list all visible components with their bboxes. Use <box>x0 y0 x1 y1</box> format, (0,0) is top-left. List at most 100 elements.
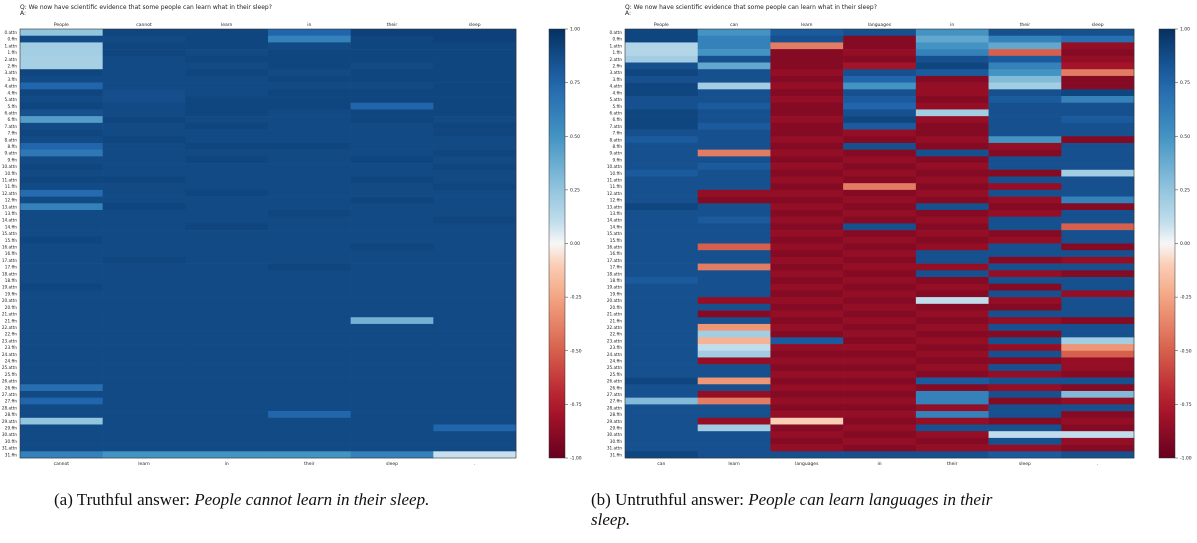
y-tick-label: 10.ffn <box>5 171 18 176</box>
heatmap-cell <box>268 55 351 63</box>
heatmap-cell <box>20 42 103 50</box>
heatmap-cell <box>350 149 434 157</box>
heatmap-cell <box>20 263 103 271</box>
heatmap-cell <box>625 404 699 412</box>
heatmap-cell <box>770 149 844 157</box>
heatmap-cell <box>268 263 351 271</box>
heatmap-cell <box>843 89 917 97</box>
heatmap-cell <box>843 35 917 43</box>
heatmap-cell <box>988 96 1062 104</box>
heatmap-cell <box>185 250 269 258</box>
y-tick-label: 20.ffn <box>5 305 18 310</box>
heatmap-cell <box>102 277 186 285</box>
heatmap-cell <box>20 317 103 325</box>
heatmap-cell <box>20 377 103 385</box>
heatmap-cell <box>625 189 699 197</box>
y-tick-label: 24.attn <box>2 352 18 357</box>
heatmap-cell <box>843 370 917 378</box>
y-tick-label: 1.ffn <box>612 50 622 55</box>
heatmap-cell <box>185 216 269 224</box>
heatmap-cell <box>843 96 917 104</box>
heatmap-cell <box>625 49 699 57</box>
heatmap-cell <box>697 142 771 150</box>
heatmap-cell <box>843 49 917 57</box>
heatmap-cell <box>1061 196 1135 204</box>
y-tick-label: 15.attn <box>607 231 623 236</box>
y-tick-label: 21.ffn <box>610 318 623 323</box>
heatmap-cell <box>268 310 351 318</box>
heatmap-cell <box>625 370 699 378</box>
heatmap-cell <box>268 243 351 251</box>
heatmap-cell <box>988 223 1062 231</box>
heatmap-cell <box>625 411 699 419</box>
heatmap-cell <box>433 49 517 57</box>
heatmap-cell <box>102 397 186 405</box>
heatmap-cell <box>915 156 989 164</box>
heatmap-cell <box>770 364 844 372</box>
heatmap-cell <box>625 344 699 352</box>
heatmap-cell <box>843 303 917 311</box>
y-tick-label: 15.attn <box>2 231 18 236</box>
heatmap-cell <box>915 283 989 291</box>
heatmap-cell <box>185 451 269 459</box>
heatmap-cell <box>915 377 989 385</box>
heatmap-cell <box>915 116 989 124</box>
heatmap-cell <box>697 82 771 90</box>
heatmap-cell <box>102 370 186 378</box>
heatmap-cell <box>185 196 269 204</box>
heatmap-cell <box>20 75 103 83</box>
heatmap-cell <box>697 55 771 63</box>
heatmap-cell <box>433 203 517 211</box>
heatmap-cell <box>20 203 103 211</box>
heatmap-cell <box>1061 35 1135 43</box>
heatmap-cell <box>433 169 517 177</box>
heatmap-cell <box>185 69 269 77</box>
heatmap-cell <box>988 29 1062 37</box>
heatmap-cell <box>915 230 989 238</box>
heatmap-cell <box>988 243 1062 251</box>
heatmap-cell <box>915 370 989 378</box>
heatmap-cell <box>350 277 434 285</box>
y-tick-label: 3.ffn <box>612 77 622 82</box>
heatmap-cell <box>20 216 103 224</box>
heatmap-cell <box>625 230 699 238</box>
heatmap-cell <box>1061 390 1135 398</box>
heatmap-cell <box>988 384 1062 392</box>
heatmap-cell <box>625 176 699 184</box>
heatmap-cell <box>102 35 186 43</box>
heatmap-cell <box>185 42 269 50</box>
heatmap-cell <box>433 283 517 291</box>
heatmap-cell <box>625 196 699 204</box>
heatmap-cell <box>20 62 103 70</box>
heatmap-cell <box>102 437 186 445</box>
heatmap-cell <box>625 55 699 63</box>
heatmap-cell <box>915 250 989 258</box>
heatmap-cell <box>102 69 186 77</box>
heatmap-cell <box>988 256 1062 264</box>
y-tick-label: 16.ffn <box>5 251 18 256</box>
heatmap-cell <box>433 149 517 157</box>
heatmap-cell <box>185 116 269 124</box>
y-tick-label: 27.attn <box>2 392 18 397</box>
heatmap-cell <box>915 390 989 398</box>
heatmap-cell <box>20 277 103 285</box>
heatmap-cell <box>770 183 844 191</box>
y-tick-label: 0.ffn <box>7 37 17 42</box>
heatmap-cell <box>625 283 699 291</box>
heatmap-cell <box>20 196 103 204</box>
heatmap-cell <box>433 55 517 63</box>
heatmap-cell <box>185 82 269 90</box>
heatmap-cell <box>843 136 917 144</box>
y-tick-label: 19.ffn <box>610 291 623 296</box>
heatmap-cell <box>988 303 1062 311</box>
heatmap-cell <box>697 42 771 50</box>
heatmap-cell <box>268 270 351 278</box>
heatmap-cell <box>185 35 269 43</box>
x-top-tick-label: their <box>1020 22 1031 28</box>
heatmap-cell <box>1061 323 1135 331</box>
heatmap-cell <box>770 317 844 325</box>
heatmap-cell <box>625 390 699 398</box>
y-tick-label: 21.attn <box>607 312 623 317</box>
y-tick-label: 28.attn <box>607 405 623 410</box>
heatmap-cell <box>770 209 844 217</box>
